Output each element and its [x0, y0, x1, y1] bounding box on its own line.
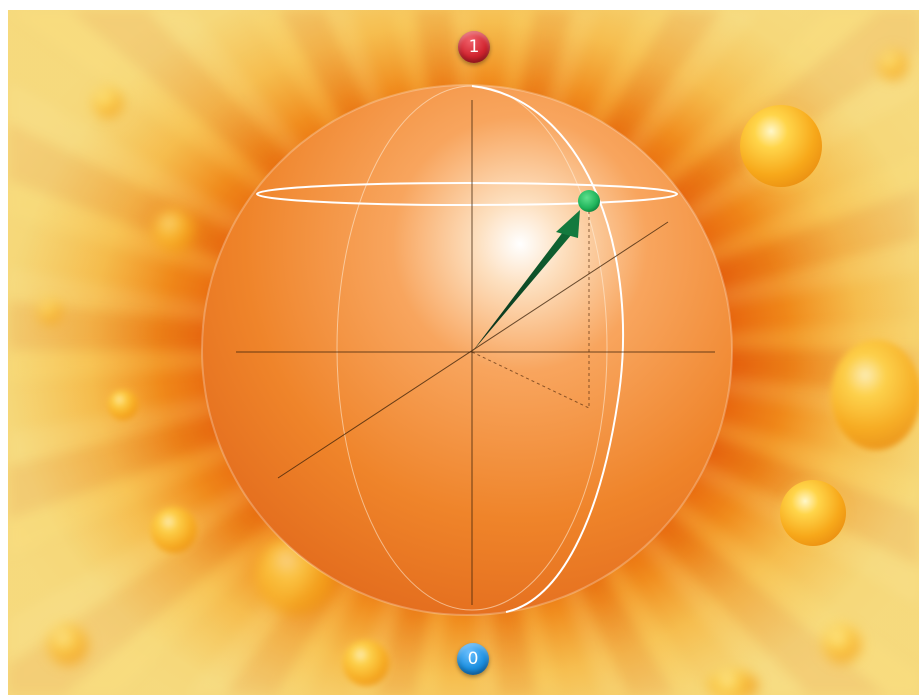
sphere-rim	[201, 84, 733, 616]
glowing-orb	[823, 625, 861, 663]
state-vector-arrowhead	[556, 210, 580, 238]
sphere-body	[202, 85, 732, 615]
pole-one-label: 1	[468, 37, 480, 57]
state-vector-shaft	[472, 228, 572, 352]
pole-one-badge: 1	[458, 31, 490, 63]
y-axis	[277, 221, 669, 479]
state-marker	[578, 190, 600, 212]
glowing-orb	[343, 640, 389, 686]
glowing-orb	[108, 390, 138, 420]
glowing-orb	[708, 670, 758, 695]
glowing-orb	[740, 105, 822, 187]
glowing-orb	[48, 625, 88, 665]
pole-zero-label: 0	[467, 649, 479, 669]
meridian-bright	[471, 85, 625, 613]
glowing-orb	[878, 50, 908, 80]
glowing-orb	[831, 340, 919, 450]
latitude-ring	[256, 182, 678, 206]
glowing-orb	[153, 210, 195, 252]
glowing-orb	[93, 88, 123, 118]
pole-zero-badge: 0	[457, 643, 489, 675]
glowing-orb	[151, 507, 197, 553]
glowing-orb	[38, 300, 62, 324]
projection-line	[471, 351, 590, 409]
glowing-orb	[780, 480, 846, 546]
